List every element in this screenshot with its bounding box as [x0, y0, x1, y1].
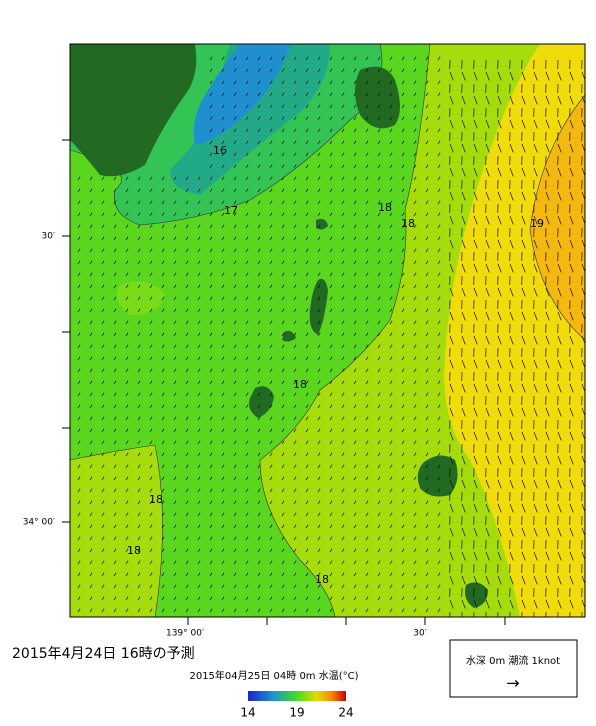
- title: 2015年4月24日 16時の予測: [12, 646, 195, 662]
- legend-text: 水深 0m 潮流 1knot: [466, 654, 560, 667]
- lon-label: 139° 00′: [166, 629, 204, 639]
- contour-label: 16: [213, 144, 227, 157]
- contour-label: 18: [293, 378, 307, 391]
- lat-label: 30′: [42, 232, 56, 242]
- lat-label: 34° 00′: [23, 518, 55, 528]
- colorbar-tick: 19: [289, 706, 304, 720]
- contour-label: 17: [224, 204, 238, 217]
- contour-label: 18: [315, 573, 329, 586]
- colorbar-tick: 24: [338, 706, 353, 720]
- contour-label: 18: [378, 201, 392, 214]
- contour-label: 18: [401, 217, 415, 230]
- map-area: [70, 44, 585, 621]
- colorbar-ticks: 14 19 24: [240, 706, 353, 720]
- legend-arrow: →: [506, 674, 519, 693]
- colorbar-tick: 14: [240, 706, 255, 720]
- contour-label: 18: [127, 544, 141, 557]
- subtitle: 2015年04月25日 04時 0m 水温(°C): [189, 669, 358, 682]
- contour-label: 19: [530, 217, 544, 230]
- contour-label: 18: [149, 493, 163, 506]
- lon-label: 30′: [413, 629, 427, 639]
- colorbar: [248, 691, 346, 701]
